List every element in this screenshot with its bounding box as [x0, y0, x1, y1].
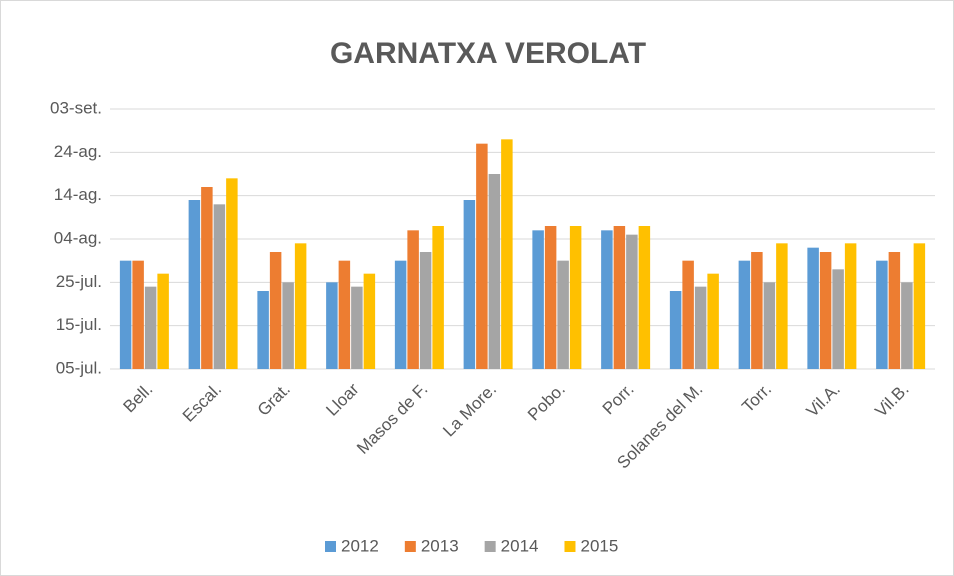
y-tick-label: 15-jul.	[56, 315, 102, 334]
bar	[257, 291, 269, 369]
y-tick-label: 03-set.	[50, 98, 102, 117]
bar	[738, 260, 751, 369]
bar	[807, 247, 819, 369]
bar	[682, 260, 694, 369]
bar	[876, 260, 888, 369]
bar	[613, 226, 626, 369]
bar	[763, 282, 776, 369]
legend-label: 2014	[501, 536, 539, 555]
y-tick-label: 04-ag.	[54, 228, 102, 247]
y-tick-label: 24-ag.	[54, 142, 102, 161]
bar	[419, 252, 432, 369]
bar	[463, 200, 476, 369]
bar	[226, 178, 238, 369]
bar	[432, 226, 444, 369]
bar	[913, 243, 926, 369]
legend-label: 2013	[421, 536, 459, 555]
bar	[569, 226, 582, 369]
bar	[888, 252, 901, 369]
bar	[363, 273, 376, 369]
bar	[157, 273, 169, 369]
bar	[601, 230, 613, 369]
bar	[901, 282, 913, 369]
bar	[351, 286, 363, 369]
bar	[776, 243, 788, 369]
y-tick-label: 14-ag.	[54, 185, 102, 204]
bar	[707, 273, 719, 369]
bar	[844, 243, 857, 369]
bar	[338, 260, 351, 369]
bar	[282, 282, 294, 369]
chart-title: GARNATXA VEROLAT	[330, 37, 646, 70]
bar	[394, 260, 407, 369]
bar	[407, 230, 419, 369]
legend-label: 2012	[341, 536, 379, 555]
bar	[819, 252, 832, 369]
bar	[694, 286, 707, 369]
bar	[669, 291, 682, 369]
legend-swatch	[404, 541, 416, 552]
bar	[751, 252, 763, 369]
bar	[476, 143, 488, 369]
bar	[294, 243, 307, 369]
bar	[326, 282, 338, 369]
bar	[201, 187, 213, 369]
bar	[532, 230, 544, 369]
legend-swatch	[564, 541, 576, 552]
bar	[544, 226, 557, 369]
y-tick-label: 25-jul.	[56, 272, 102, 291]
legend-swatch	[325, 541, 336, 552]
y-tick-label: 05-jul.	[56, 358, 102, 377]
bar	[132, 260, 144, 369]
bar	[832, 269, 844, 369]
bar	[557, 260, 569, 369]
bar	[119, 260, 132, 369]
bar	[144, 286, 157, 369]
legend-label: 2015	[580, 536, 618, 555]
bar	[501, 139, 513, 369]
bar	[269, 252, 282, 369]
bar	[626, 234, 638, 369]
bar	[188, 200, 201, 369]
bar	[213, 204, 226, 369]
legend-swatch	[484, 541, 496, 552]
bar	[638, 226, 651, 369]
bar	[488, 174, 501, 369]
